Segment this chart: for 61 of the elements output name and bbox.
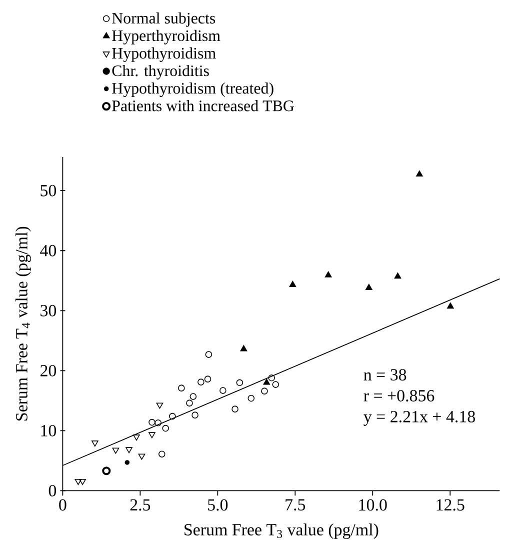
legend-label: Hyperthyroidism: [112, 30, 220, 44]
legend-label: Hypothyroidism: [112, 47, 216, 62]
point: [148, 432, 156, 438]
x-tick-label: 2.5: [130, 499, 150, 511]
point: [263, 378, 270, 385]
point: [272, 381, 280, 388]
legend-label: Patients with increased TBG: [112, 100, 294, 112]
point: [236, 379, 244, 386]
point: [289, 280, 296, 287]
x-tick-label: 7.5: [286, 499, 306, 511]
y-tick-label: 10: [41, 424, 56, 436]
x-tick-label: 5.0: [208, 499, 228, 511]
legend-label: Hypothyroidism (treated): [112, 82, 274, 97]
point: [74, 478, 82, 485]
point: [148, 418, 156, 426]
x-tick-label: 10.0: [359, 499, 387, 511]
point: [261, 388, 268, 394]
point: [447, 302, 454, 309]
y-tick-label: 40: [40, 244, 56, 256]
point: [205, 351, 212, 358]
point: [220, 387, 226, 394]
y-axis-title: Serum Free T$_{4}$ value (pg/ml): [16, 226, 31, 420]
y-tick-label: 50: [40, 184, 56, 196]
point: [186, 400, 193, 406]
point: [112, 448, 120, 454]
point: [192, 412, 198, 418]
point: [79, 478, 86, 485]
point: [126, 447, 132, 454]
point: [92, 440, 98, 447]
point: [178, 384, 185, 392]
y-tick-label: 20: [40, 364, 56, 376]
annotation: y = 2.21x + 4.18: [364, 410, 475, 426]
point: [324, 271, 332, 278]
point: [394, 272, 402, 279]
legend-label: Normal subjects: [112, 12, 216, 27]
point: [365, 284, 372, 290]
point: [156, 402, 164, 409]
point: [416, 170, 423, 177]
point: [124, 460, 130, 465]
point: [138, 454, 146, 460]
x-tick-label: 0: [59, 499, 66, 511]
annotation: r = +0.856: [364, 390, 434, 402]
annotation: n = 38: [364, 369, 406, 381]
point: [162, 424, 169, 432]
point: [158, 450, 166, 458]
x-axis-title: Serum Free T$_{3}$ value (pg/ml): [184, 524, 378, 539]
point: [240, 345, 248, 352]
y-tick-label: 0: [48, 484, 56, 496]
point: [190, 393, 197, 400]
point: [248, 394, 255, 402]
point: [268, 374, 275, 382]
x-tick-label: 12.5: [436, 499, 464, 511]
legend-label: Chr. thyroiditis: [112, 64, 209, 80]
point: [169, 412, 176, 420]
point: [204, 376, 212, 382]
y-tick-label: 30: [40, 304, 56, 316]
point: [133, 434, 140, 441]
point: [154, 419, 162, 426]
point: [102, 466, 111, 476]
point: [198, 378, 204, 386]
point: [232, 406, 238, 412]
